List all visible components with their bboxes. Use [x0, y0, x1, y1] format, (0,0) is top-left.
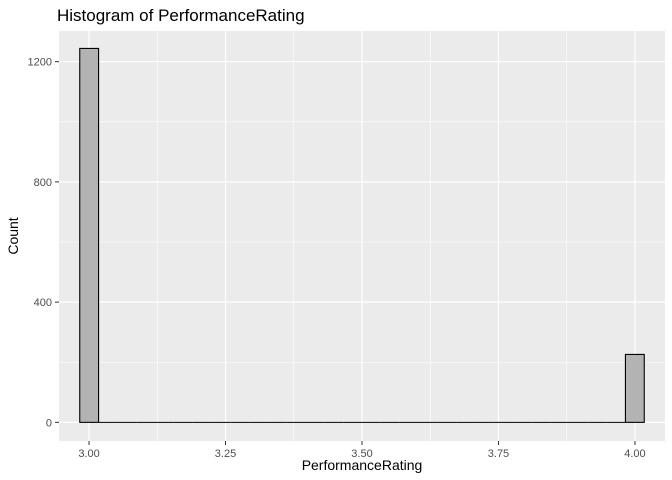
x-axis-title: PerformanceRating	[302, 457, 423, 473]
y-axis-ticks: 0 400 800 1200	[28, 57, 59, 429]
histogram-bar	[79, 47, 100, 423]
x-axis-ticks: 3.00 3.25 3.50 3.75 4.00	[78, 441, 646, 460]
histogram-bars	[79, 47, 645, 423]
histogram-bar	[624, 353, 645, 423]
x-tick-label: 3.50	[351, 448, 372, 460]
y-tick-label: 800	[34, 177, 52, 189]
x-tick-label: 3.75	[488, 448, 509, 460]
chart-title: Histogram of PerformanceRating	[57, 6, 305, 25]
y-tick-label: 0	[46, 417, 52, 429]
y-tick-label: 1200	[28, 57, 52, 69]
y-axis-title: Count	[5, 217, 21, 254]
x-tick-label: 3.25	[215, 448, 236, 460]
y-tick-label: 400	[34, 297, 52, 309]
x-tick-label: 4.00	[624, 448, 645, 460]
x-tick-label: 3.00	[78, 448, 99, 460]
